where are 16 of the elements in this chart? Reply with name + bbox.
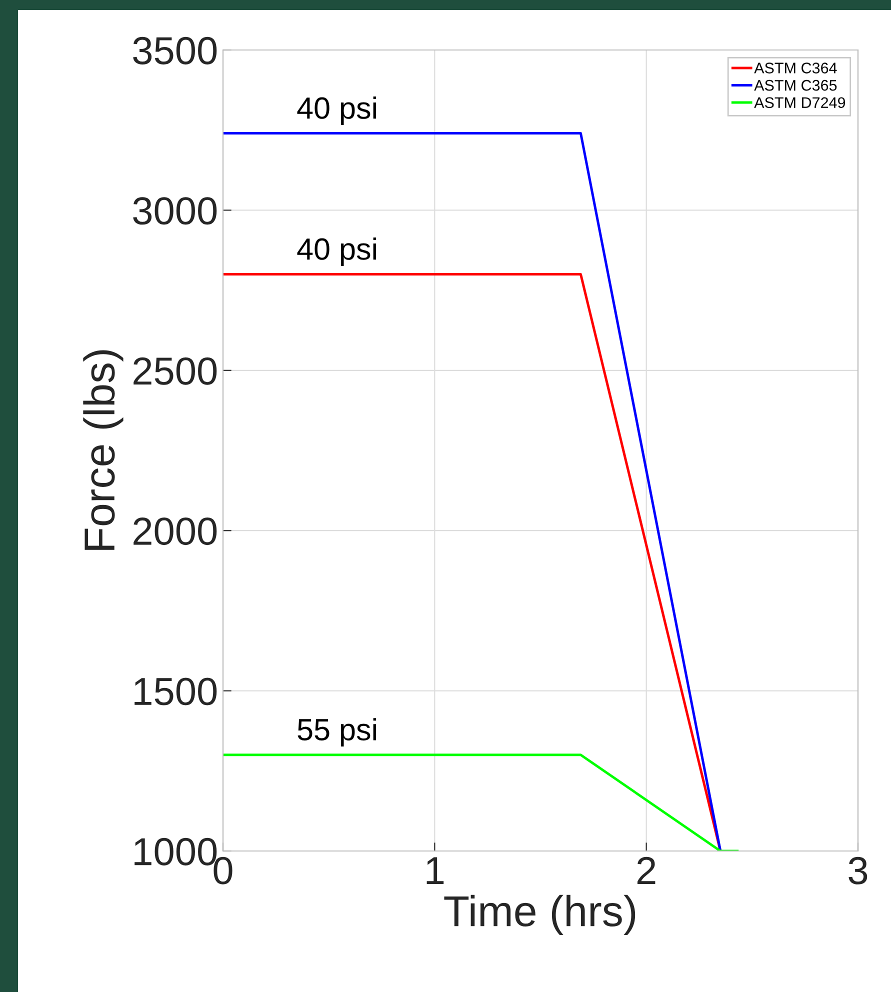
y-axis-title: Force (lbs) bbox=[83, 350, 124, 550]
y-tick-label: 3000 bbox=[133, 197, 217, 225]
legend-label: ASTM C364 bbox=[754, 62, 837, 74]
legend-label: ASTM C365 bbox=[754, 80, 837, 91]
x-tick-label: 3 bbox=[848, 856, 868, 884]
y-tick-label: 3500 bbox=[133, 36, 217, 64]
annotation: 40 psi bbox=[297, 237, 376, 266]
x-axis-title: Time (hrs) bbox=[444, 894, 636, 936]
x-tick-label: 1 bbox=[426, 857, 444, 884]
legend-label: ASTM D7249 bbox=[754, 97, 846, 108]
annotation: 55 psi bbox=[298, 718, 376, 747]
x-tick-label: 2 bbox=[637, 856, 656, 884]
annotation: 40 psi bbox=[297, 96, 376, 125]
y-tick-label: 2000 bbox=[134, 518, 217, 546]
y-tick-label: 2500 bbox=[134, 357, 217, 385]
y-tick-label: 1500 bbox=[134, 678, 217, 706]
